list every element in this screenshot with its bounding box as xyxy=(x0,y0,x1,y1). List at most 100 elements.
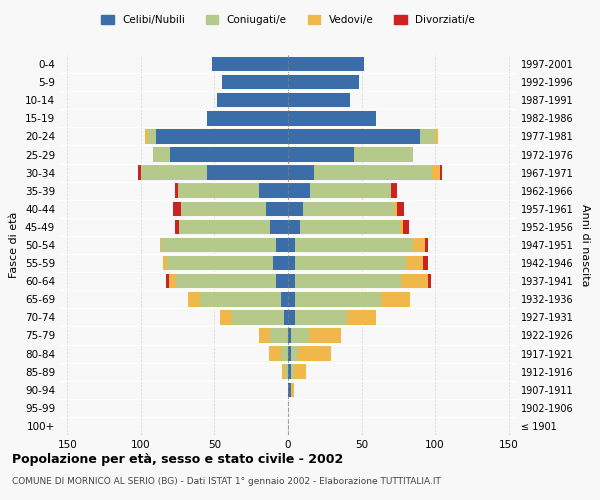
Bar xyxy=(271,328,288,342)
Bar xyxy=(288,75,359,90)
Bar xyxy=(161,238,276,252)
Bar xyxy=(188,292,200,306)
Bar xyxy=(166,274,169,288)
Bar xyxy=(288,382,291,397)
Bar xyxy=(169,274,176,288)
Bar xyxy=(271,220,288,234)
Bar xyxy=(285,364,288,379)
Bar xyxy=(354,148,413,162)
Bar xyxy=(380,292,410,306)
Bar xyxy=(288,129,421,144)
Bar xyxy=(288,310,295,324)
Bar xyxy=(179,220,271,234)
Bar xyxy=(288,328,291,342)
Bar xyxy=(435,129,438,144)
Bar xyxy=(138,166,141,180)
Y-axis label: Fasce di età: Fasce di età xyxy=(10,212,19,278)
Bar xyxy=(288,166,314,180)
Bar xyxy=(148,129,155,144)
Bar xyxy=(276,238,288,252)
Bar xyxy=(288,220,300,234)
Bar xyxy=(428,274,431,288)
Bar xyxy=(394,202,397,216)
Bar xyxy=(288,256,295,270)
Bar xyxy=(288,364,291,379)
Bar xyxy=(288,346,291,361)
Bar xyxy=(207,166,288,180)
Bar xyxy=(310,184,391,198)
Bar xyxy=(288,238,295,252)
Bar xyxy=(152,148,170,162)
Bar xyxy=(276,274,288,288)
Bar xyxy=(295,256,406,270)
Bar xyxy=(181,202,266,216)
Bar xyxy=(298,346,331,361)
Bar xyxy=(217,93,288,108)
Bar xyxy=(282,364,285,379)
Bar xyxy=(300,220,400,234)
Bar xyxy=(222,75,288,90)
Bar xyxy=(421,129,435,144)
Bar xyxy=(212,57,288,72)
Bar xyxy=(259,184,288,198)
Bar xyxy=(291,382,294,397)
Bar xyxy=(295,292,380,306)
Bar xyxy=(294,364,305,379)
Bar xyxy=(308,328,341,342)
Legend: Celibi/Nubili, Coniugati/e, Vedovi/e, Divorziati/e: Celibi/Nubili, Coniugati/e, Vedovi/e, Di… xyxy=(97,11,479,30)
Bar xyxy=(259,328,271,342)
Bar xyxy=(288,111,376,126)
Bar xyxy=(175,220,179,234)
Bar xyxy=(145,129,148,144)
Bar xyxy=(295,310,347,324)
Bar xyxy=(288,57,364,72)
Bar xyxy=(303,202,394,216)
Bar xyxy=(176,274,276,288)
Bar xyxy=(400,220,403,234)
Bar xyxy=(207,111,288,126)
Bar xyxy=(397,202,404,216)
Bar xyxy=(413,238,425,252)
Bar xyxy=(141,166,207,180)
Bar xyxy=(284,310,288,324)
Bar xyxy=(291,328,308,342)
Bar xyxy=(170,148,288,162)
Bar xyxy=(173,202,181,216)
Bar xyxy=(432,166,440,180)
Bar xyxy=(269,346,281,361)
Bar xyxy=(288,93,350,108)
Bar xyxy=(281,292,288,306)
Bar xyxy=(406,256,424,270)
Bar xyxy=(167,256,273,270)
Bar xyxy=(220,310,232,324)
Bar xyxy=(295,274,401,288)
Bar xyxy=(314,166,432,180)
Y-axis label: Anni di nascita: Anni di nascita xyxy=(580,204,590,286)
Bar xyxy=(232,310,284,324)
Bar xyxy=(425,238,428,252)
Bar xyxy=(175,184,178,198)
Bar xyxy=(288,148,354,162)
Text: Popolazione per età, sesso e stato civile - 2002: Popolazione per età, sesso e stato civil… xyxy=(12,452,343,466)
Bar xyxy=(288,274,295,288)
Bar xyxy=(155,129,288,144)
Bar xyxy=(291,364,294,379)
Bar xyxy=(288,292,295,306)
Bar xyxy=(160,238,161,252)
Bar xyxy=(266,202,288,216)
Bar xyxy=(347,310,376,324)
Bar xyxy=(200,292,281,306)
Bar xyxy=(273,256,288,270)
Bar xyxy=(178,184,259,198)
Bar xyxy=(291,346,298,361)
Bar xyxy=(163,256,167,270)
Bar xyxy=(288,202,303,216)
Bar xyxy=(424,256,428,270)
Bar xyxy=(281,346,288,361)
Bar xyxy=(401,274,428,288)
Text: COMUNE DI MORNICO AL SERIO (BG) - Dati ISTAT 1° gennaio 2002 - Elaborazione TUTT: COMUNE DI MORNICO AL SERIO (BG) - Dati I… xyxy=(12,478,441,486)
Bar xyxy=(295,238,413,252)
Bar xyxy=(391,184,397,198)
Bar xyxy=(440,166,442,180)
Bar xyxy=(403,220,409,234)
